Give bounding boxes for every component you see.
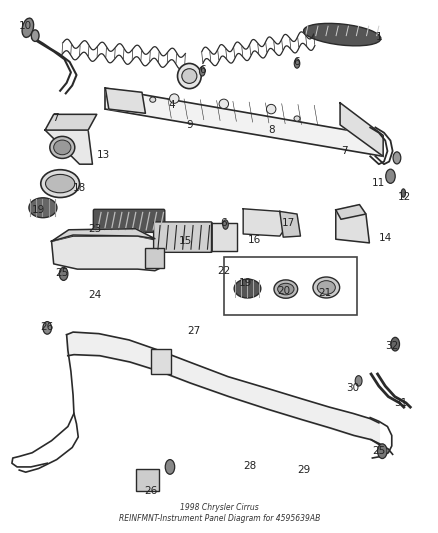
Ellipse shape <box>273 280 297 298</box>
Ellipse shape <box>385 169 394 183</box>
Ellipse shape <box>266 104 276 114</box>
Ellipse shape <box>293 59 299 68</box>
Ellipse shape <box>312 277 339 298</box>
Ellipse shape <box>181 69 196 83</box>
Ellipse shape <box>293 116 299 121</box>
Ellipse shape <box>354 376 361 386</box>
Text: 28: 28 <box>243 461 256 471</box>
Ellipse shape <box>31 30 39 42</box>
Ellipse shape <box>169 94 179 103</box>
Bar <box>145 248 163 268</box>
Text: 21: 21 <box>318 288 331 298</box>
Polygon shape <box>279 212 300 237</box>
Polygon shape <box>210 223 236 251</box>
Polygon shape <box>45 115 96 130</box>
Polygon shape <box>105 88 145 114</box>
Ellipse shape <box>222 220 228 229</box>
Text: 19: 19 <box>32 205 45 215</box>
Polygon shape <box>45 130 92 164</box>
Text: 6: 6 <box>220 218 226 228</box>
Text: 26: 26 <box>41 322 54 332</box>
FancyBboxPatch shape <box>93 209 164 232</box>
Ellipse shape <box>392 152 400 164</box>
Text: 4: 4 <box>169 100 175 110</box>
Text: 27: 27 <box>187 326 200 335</box>
Text: 15: 15 <box>178 236 191 246</box>
Ellipse shape <box>233 279 260 298</box>
Text: 26: 26 <box>144 486 157 496</box>
Text: 1: 1 <box>374 31 381 42</box>
Text: 31: 31 <box>393 398 406 408</box>
Ellipse shape <box>199 67 205 76</box>
Ellipse shape <box>390 337 399 351</box>
Text: 8: 8 <box>267 125 274 135</box>
Ellipse shape <box>49 136 74 158</box>
Bar <box>135 469 159 491</box>
Text: 7: 7 <box>340 146 347 156</box>
Ellipse shape <box>41 169 79 198</box>
Polygon shape <box>243 209 283 236</box>
Text: 23: 23 <box>88 224 101 234</box>
Ellipse shape <box>53 140 71 155</box>
Ellipse shape <box>59 267 68 280</box>
Text: 19: 19 <box>238 278 251 288</box>
Text: 24: 24 <box>88 290 101 301</box>
Polygon shape <box>335 205 365 219</box>
Text: 20: 20 <box>277 286 290 296</box>
Polygon shape <box>51 229 155 241</box>
Ellipse shape <box>43 321 51 334</box>
Text: 1998 Chrysler Cirrus
REINFMNT-Instrument Panel Diagram for 4595639AB: 1998 Chrysler Cirrus REINFMNT-Instrument… <box>119 503 319 522</box>
Text: 7: 7 <box>53 113 59 123</box>
Polygon shape <box>335 210 368 243</box>
Text: 13: 13 <box>96 150 110 160</box>
Ellipse shape <box>165 459 174 474</box>
FancyBboxPatch shape <box>153 222 212 252</box>
Text: 17: 17 <box>281 219 294 229</box>
Ellipse shape <box>317 281 335 294</box>
Bar <box>223 257 357 315</box>
Text: 14: 14 <box>378 232 391 243</box>
Text: 11: 11 <box>371 177 385 188</box>
Bar <box>150 349 171 374</box>
Text: 30: 30 <box>346 383 359 393</box>
Polygon shape <box>105 88 382 156</box>
Ellipse shape <box>303 23 380 46</box>
Text: 18: 18 <box>73 183 86 193</box>
Ellipse shape <box>29 198 57 217</box>
Ellipse shape <box>46 174 74 193</box>
Text: 6: 6 <box>293 57 300 67</box>
Ellipse shape <box>177 63 201 88</box>
Text: 32: 32 <box>384 341 397 351</box>
Text: 25: 25 <box>56 268 69 278</box>
Text: 12: 12 <box>397 192 410 202</box>
Text: 29: 29 <box>296 465 309 475</box>
Ellipse shape <box>400 189 405 197</box>
Polygon shape <box>51 236 163 271</box>
Text: 25: 25 <box>371 446 385 456</box>
Text: 6: 6 <box>198 64 205 75</box>
Polygon shape <box>339 103 382 156</box>
Ellipse shape <box>219 99 228 109</box>
Ellipse shape <box>149 97 155 102</box>
Ellipse shape <box>277 283 293 295</box>
Text: 16: 16 <box>247 235 260 245</box>
Text: 10: 10 <box>19 21 32 31</box>
Text: 9: 9 <box>186 120 192 130</box>
Text: 22: 22 <box>217 265 230 276</box>
Ellipse shape <box>377 444 386 458</box>
Ellipse shape <box>22 18 34 37</box>
